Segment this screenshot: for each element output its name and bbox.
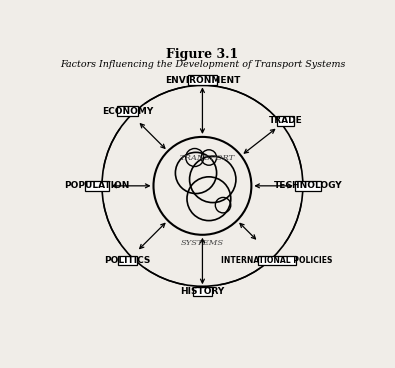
FancyBboxPatch shape [117, 106, 138, 116]
FancyBboxPatch shape [192, 287, 213, 296]
Text: TRANSPORT: TRANSPORT [180, 153, 235, 162]
Text: TECHNOLOGY: TECHNOLOGY [274, 181, 342, 190]
Text: Figure 3.1: Figure 3.1 [166, 48, 239, 61]
Text: ENVIRONMENT: ENVIRONMENT [165, 76, 240, 85]
FancyBboxPatch shape [295, 181, 321, 191]
FancyBboxPatch shape [258, 256, 296, 265]
Text: TRADE: TRADE [269, 116, 303, 125]
Text: SYSTEMS: SYSTEMS [181, 238, 224, 247]
FancyBboxPatch shape [118, 256, 137, 265]
Text: POPULATION: POPULATION [64, 181, 130, 190]
FancyBboxPatch shape [85, 181, 109, 191]
Text: ECONOMY: ECONOMY [102, 107, 153, 116]
Text: Factors Influencing the Development of Transport Systems: Factors Influencing the Development of T… [60, 60, 345, 68]
Text: HISTORY: HISTORY [180, 287, 225, 296]
FancyBboxPatch shape [277, 116, 294, 126]
Text: POLITICS: POLITICS [105, 256, 151, 265]
Text: INTERNATIONAL POLICIES: INTERNATIONAL POLICIES [222, 256, 333, 265]
FancyBboxPatch shape [188, 75, 216, 85]
